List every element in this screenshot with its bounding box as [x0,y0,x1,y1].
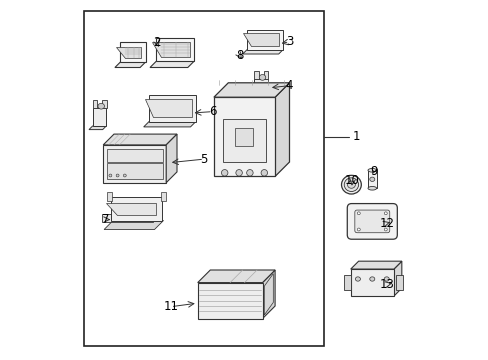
Polygon shape [223,119,265,162]
Polygon shape [89,126,106,130]
Ellipse shape [259,75,265,80]
Ellipse shape [367,168,376,172]
Polygon shape [92,108,106,126]
Ellipse shape [384,277,388,281]
Text: 1: 1 [352,130,359,143]
Text: 3: 3 [285,35,293,48]
Text: 11: 11 [163,300,178,313]
Ellipse shape [221,170,227,176]
Polygon shape [213,97,275,176]
Polygon shape [367,170,376,188]
Ellipse shape [347,181,355,188]
Polygon shape [242,50,283,54]
Polygon shape [103,134,177,145]
Polygon shape [111,197,162,220]
Ellipse shape [123,174,126,177]
Ellipse shape [246,170,253,176]
Polygon shape [103,145,166,183]
Polygon shape [106,163,163,179]
FancyBboxPatch shape [354,210,389,233]
Text: 6: 6 [209,105,216,118]
Ellipse shape [341,175,361,194]
Text: 5: 5 [200,153,207,166]
Polygon shape [143,122,196,127]
Polygon shape [253,71,258,79]
Ellipse shape [357,212,360,215]
Text: 4: 4 [285,79,293,92]
Polygon shape [262,270,275,319]
Polygon shape [116,47,141,58]
Polygon shape [102,214,152,222]
Text: 8: 8 [236,49,243,62]
Polygon shape [213,83,289,97]
Polygon shape [102,100,107,108]
Polygon shape [243,33,279,46]
Polygon shape [275,83,289,176]
Ellipse shape [369,177,374,181]
Polygon shape [344,275,350,290]
Polygon shape [253,79,267,97]
Ellipse shape [384,228,386,231]
Polygon shape [263,71,268,79]
Polygon shape [120,42,145,62]
Polygon shape [144,99,191,117]
Polygon shape [197,270,275,283]
Polygon shape [106,202,156,215]
Text: 12: 12 [378,217,393,230]
Polygon shape [246,30,283,50]
Polygon shape [149,94,196,122]
Polygon shape [166,134,177,183]
Polygon shape [115,62,145,68]
Ellipse shape [344,178,358,192]
Ellipse shape [261,170,267,176]
Polygon shape [264,274,273,315]
Polygon shape [156,38,194,61]
FancyBboxPatch shape [346,204,397,239]
Polygon shape [350,269,393,296]
Polygon shape [350,261,401,269]
Ellipse shape [98,103,104,109]
Text: 2: 2 [153,36,161,49]
Polygon shape [104,220,163,230]
Polygon shape [235,128,253,146]
Text: 7: 7 [102,213,109,226]
Polygon shape [106,192,112,201]
Text: 10: 10 [345,174,359,186]
Ellipse shape [369,277,374,281]
Ellipse shape [367,186,376,190]
Polygon shape [152,42,189,57]
Bar [84,11,323,346]
Polygon shape [395,275,402,290]
Polygon shape [197,283,262,319]
Ellipse shape [116,174,119,177]
Ellipse shape [109,174,112,177]
Ellipse shape [355,277,360,281]
Ellipse shape [235,170,242,176]
Polygon shape [106,149,163,162]
Text: 13: 13 [379,278,393,291]
Polygon shape [393,261,401,296]
Ellipse shape [357,228,360,231]
Polygon shape [150,61,194,68]
Ellipse shape [384,212,386,215]
Text: 9: 9 [369,165,377,177]
Polygon shape [160,192,166,201]
Polygon shape [92,100,97,108]
Polygon shape [250,97,267,101]
